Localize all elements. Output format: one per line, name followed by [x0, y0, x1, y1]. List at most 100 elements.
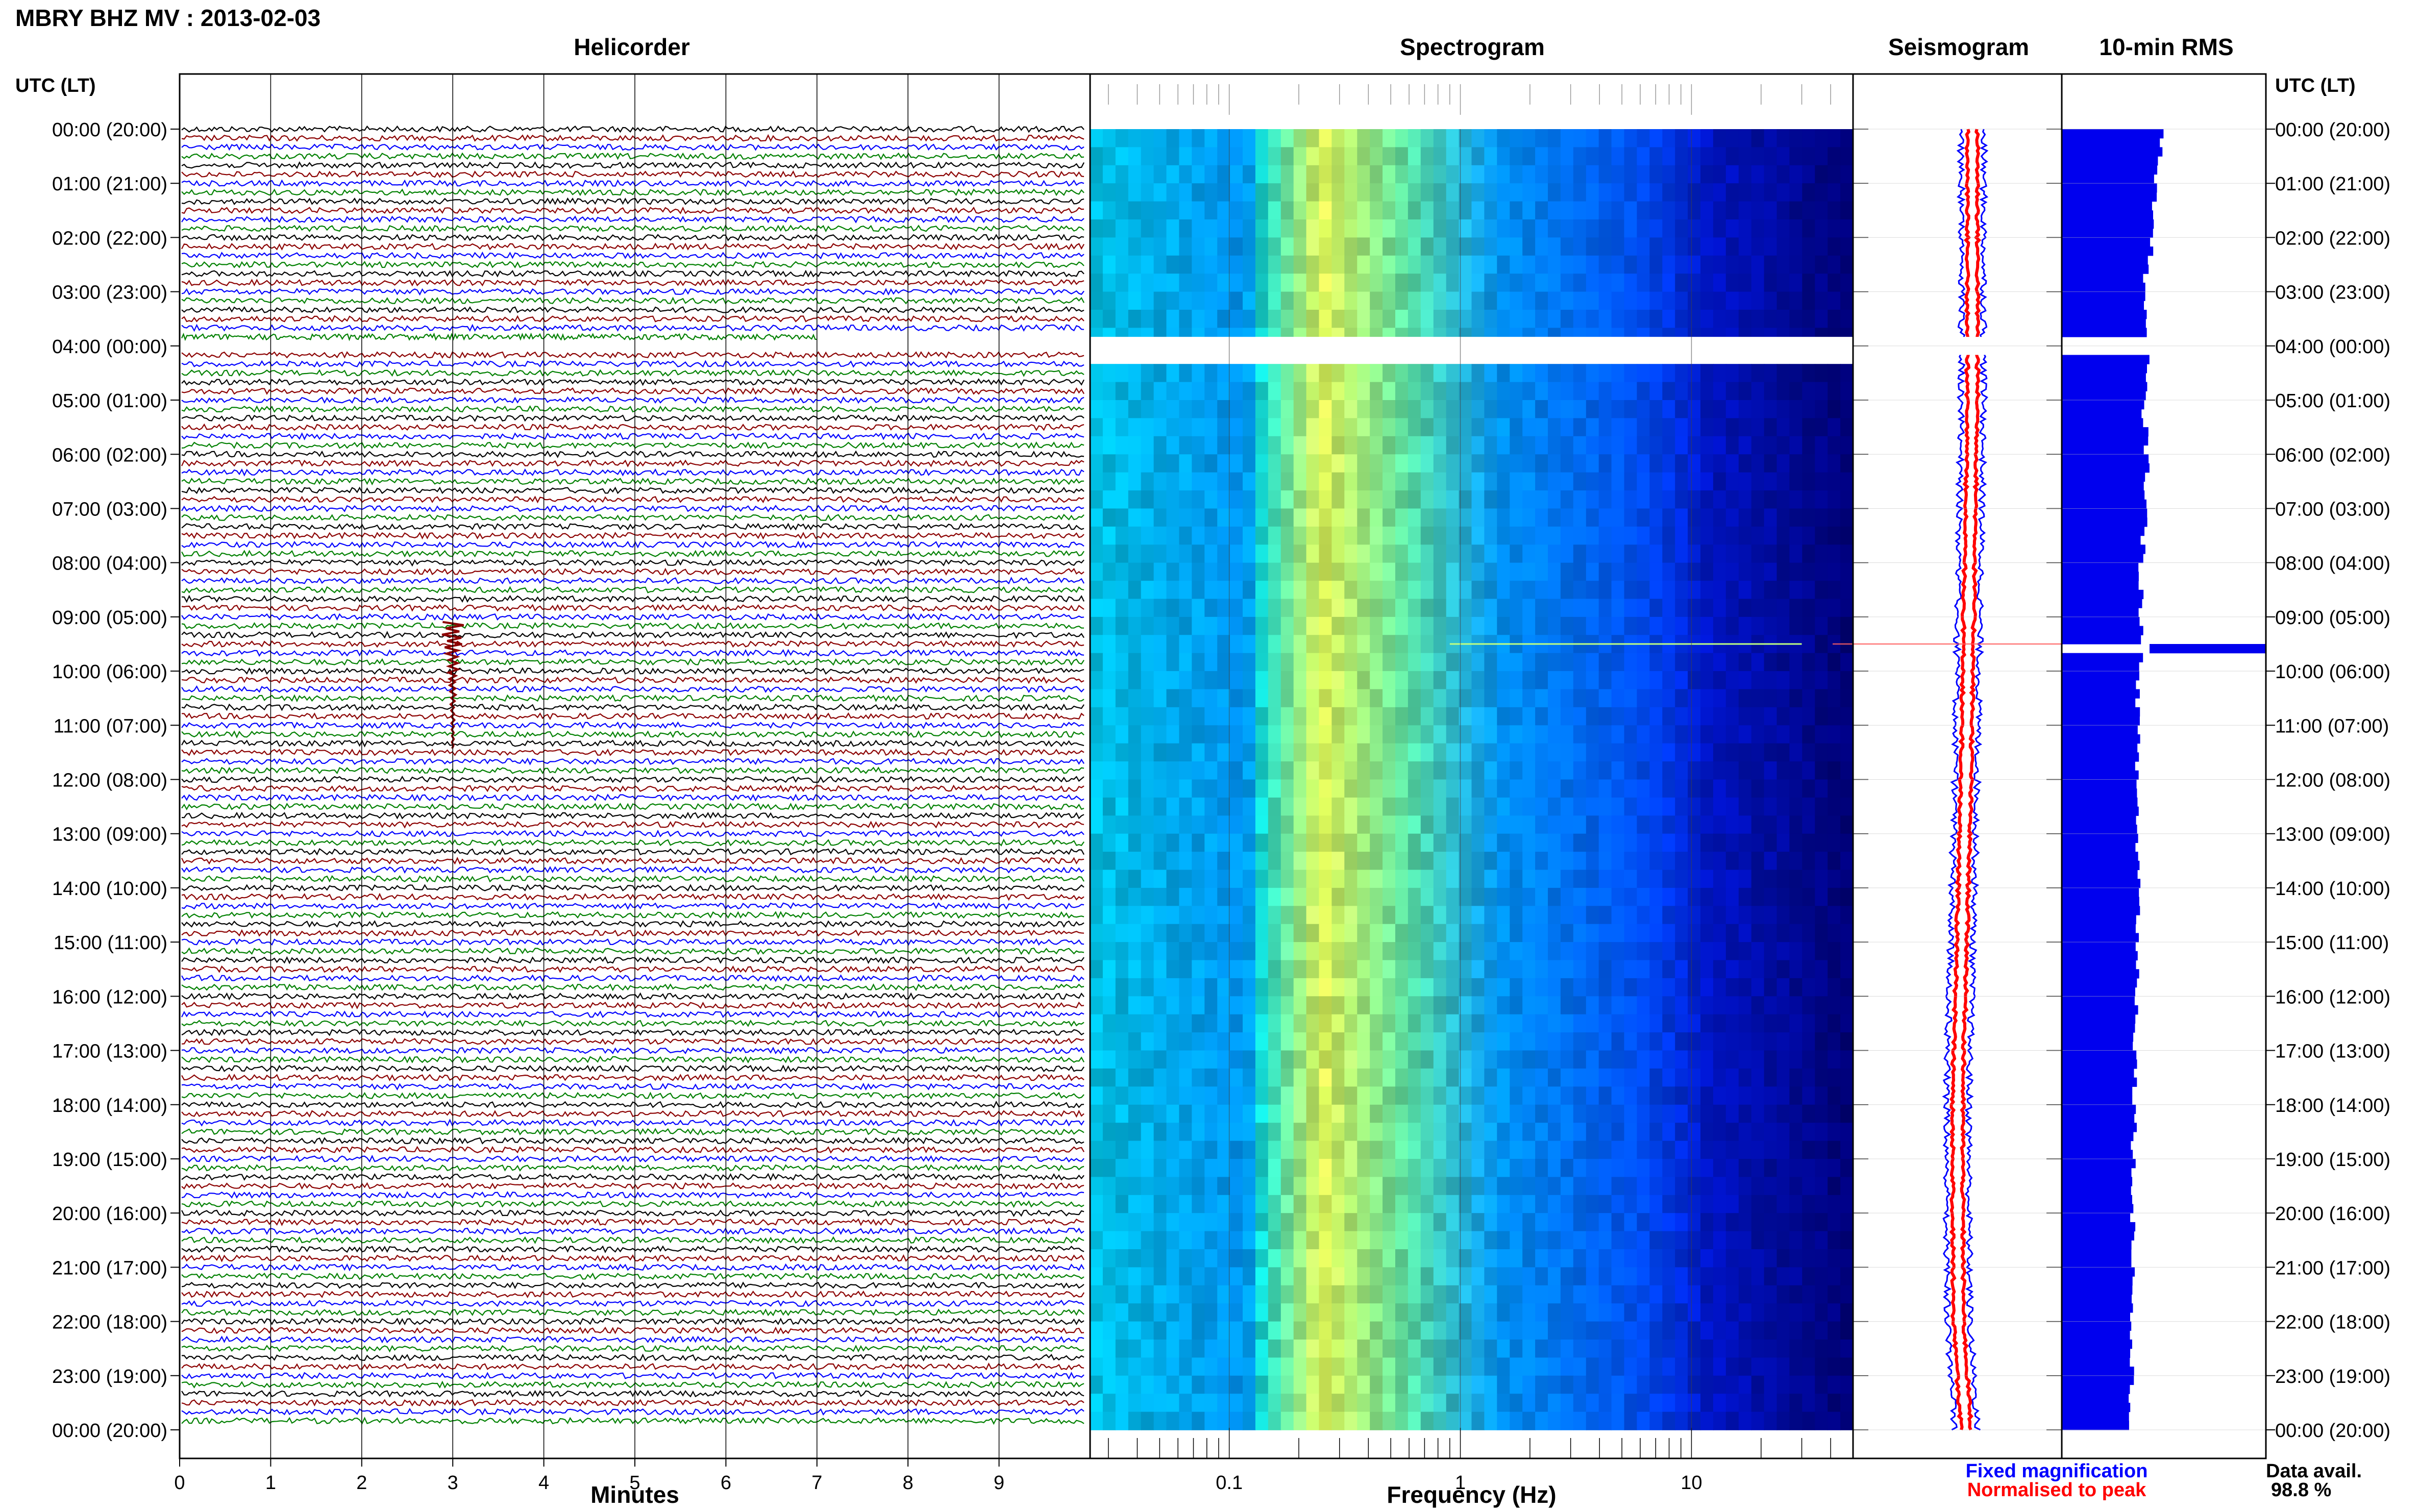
spectrogram-cell [1573, 815, 1587, 834]
spectrogram-cell [1662, 1285, 1675, 1304]
helicorder-trace [181, 784, 1084, 792]
spectrogram-cell [1331, 779, 1345, 798]
spectrogram-cell [1102, 1195, 1116, 1213]
spectrogram-cell [1420, 1177, 1434, 1196]
spectrogram-cell [1510, 1321, 1523, 1340]
spectrogram-cell [1560, 1213, 1574, 1232]
spectrogram-cell [1573, 454, 1587, 473]
spectrogram-cell [1828, 599, 1841, 617]
spectrogram-cell [1420, 1068, 1434, 1087]
spectrogram-cell [1637, 454, 1650, 473]
spectrogram-cell [1408, 472, 1421, 491]
spectrogram-cell [1738, 310, 1752, 329]
spectrogram-cell [1420, 1231, 1434, 1250]
spectrogram-cell [1268, 1249, 1281, 1268]
spectrogram-cell [1802, 418, 1815, 437]
spectrogram-cell [1484, 400, 1498, 419]
spectrogram-cell [1383, 1213, 1396, 1232]
spectrogram-cell [1789, 490, 1803, 509]
spectrogram-cell [1802, 960, 1815, 979]
spectrogram-cell [1446, 382, 1460, 401]
spectrogram-cell [1611, 562, 1625, 581]
rms-bar [2062, 255, 2148, 265]
spectrogram-cell [1420, 1032, 1434, 1051]
spectrogram-cell [1255, 1357, 1269, 1376]
spectrogram-cell [1331, 1104, 1345, 1123]
spectrogram-cell [1815, 616, 1828, 636]
spectrogram-cell [1497, 707, 1510, 726]
spectrogram-cell [1815, 129, 1828, 148]
spectrogram-cell [1510, 454, 1523, 473]
spectrogram-cell [1166, 562, 1180, 581]
spectrogram-cell [1725, 436, 1739, 455]
spectrogram-cell [1497, 996, 1510, 1015]
spectrogram-cell [1840, 707, 1854, 726]
spectrogram-cell [1815, 1249, 1828, 1268]
spectrogram-cell [1255, 833, 1269, 852]
spectrogram-cell [1611, 310, 1625, 329]
rms-bar [2062, 165, 2158, 175]
spectrogram-cell [1141, 255, 1154, 274]
spectrogram-cell [1280, 616, 1294, 636]
helicorder-trace [181, 712, 1084, 721]
spectrogram-cell [1840, 616, 1854, 636]
spectrogram-cell [1459, 725, 1472, 744]
spectrogram-cell [1090, 1357, 1103, 1376]
spectrogram-cell [1192, 725, 1205, 744]
spectrogram-cell [1166, 1032, 1180, 1051]
spectrogram-cell [1573, 1014, 1587, 1033]
spectrogram-cell [1433, 1141, 1447, 1159]
spectrogram-cell [1738, 219, 1752, 238]
spectrogram-cell [1764, 671, 1778, 690]
spectrogram-cell [1840, 129, 1854, 148]
spectrogram-cell [1776, 1123, 1790, 1142]
helicorder-trace [181, 965, 1084, 973]
rms-bar [2062, 599, 2142, 608]
spectrogram-cell [1408, 1159, 1421, 1178]
spectrogram-cell [1268, 960, 1281, 979]
spectrogram-cell [1306, 129, 1320, 148]
spectrogram-cell [1344, 1068, 1357, 1087]
spectrogram-cell [1459, 472, 1472, 491]
spectrogram-cell [1497, 1195, 1510, 1213]
spectrogram-cell [1128, 1104, 1142, 1123]
spectrogram-cell [1446, 852, 1460, 871]
spectrogram-cell [1700, 653, 1714, 672]
spectrogram-cell [1255, 635, 1269, 654]
spectrogram-cell [1204, 1303, 1218, 1322]
spectrogram-cell [1204, 689, 1218, 708]
spectrogram-cell [1166, 906, 1180, 925]
spectrogram-cell [1166, 1213, 1180, 1232]
spectrogram-cell [1560, 924, 1574, 943]
spectrogram-cell [1649, 743, 1663, 762]
spectrogram-cell [1357, 526, 1370, 546]
spectrogram-cell [1688, 1285, 1701, 1304]
spectrogram-cell [1192, 779, 1205, 798]
spectrogram-cell [1344, 1231, 1357, 1250]
spectrogram-cell [1764, 418, 1778, 437]
rms-bar [2062, 879, 2141, 888]
spectrogram-cell [1840, 382, 1854, 401]
spectrogram-cell [1255, 707, 1269, 726]
spectrogram-cell [1383, 815, 1396, 834]
spectrogram-cell [1141, 779, 1154, 798]
spectrogram-cell [1675, 1032, 1688, 1051]
spectrogram-cell [1548, 237, 1561, 256]
data-avail-value: 98.8 % [2271, 1479, 2331, 1501]
spectrogram-cell [1675, 1177, 1688, 1196]
spectrogram-cell [1217, 562, 1230, 581]
rms-bar [2062, 463, 2150, 473]
spectrogram-cell [1141, 887, 1154, 907]
helicorder-trace [181, 296, 1084, 305]
spectrogram-cell [1764, 924, 1778, 943]
helicorder-trace [181, 1191, 1084, 1199]
spectrogram-cell [1802, 599, 1815, 617]
spectrogram-cell [1383, 472, 1396, 491]
spectrogram-cell [1370, 1411, 1383, 1430]
spectrogram-cell [1598, 201, 1612, 220]
spectrogram-cell [1828, 1104, 1841, 1123]
spectrogram-cell [1204, 382, 1218, 401]
spectrogram-cell [1700, 779, 1714, 798]
spectrogram-cell [1395, 870, 1409, 888]
right-time-label: 16:00 (12:00) [2275, 986, 2390, 1008]
